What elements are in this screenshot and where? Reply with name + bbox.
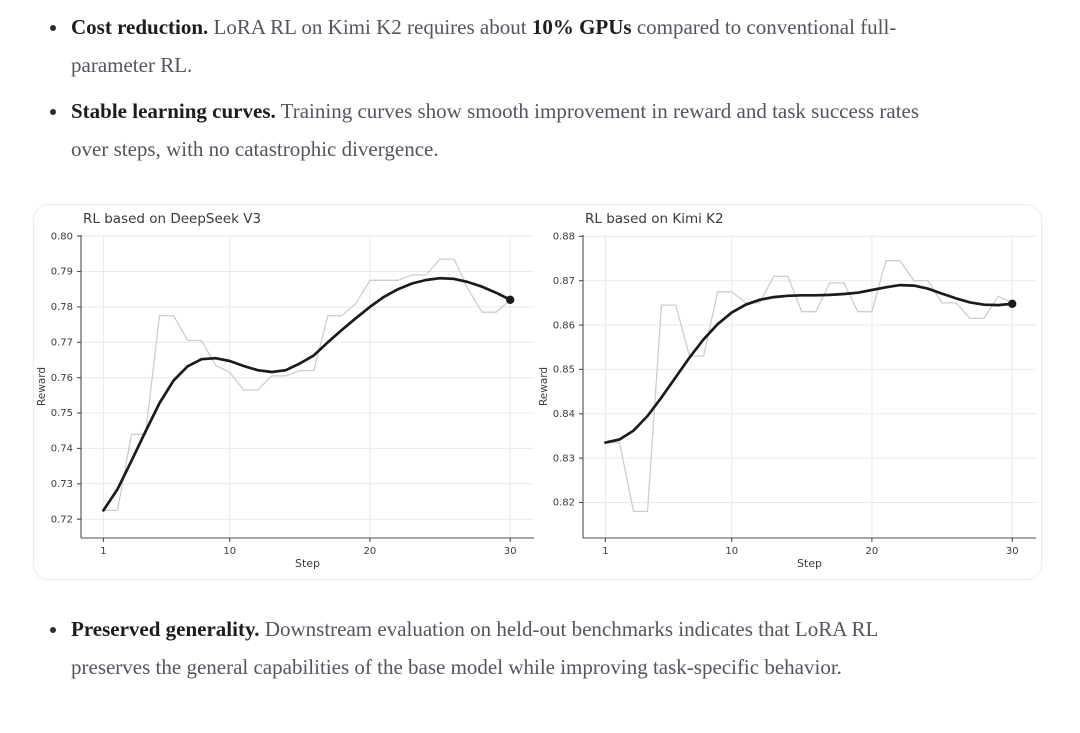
bullet-text: Stable learning curves. Training curves … — [71, 99, 920, 161]
y-axis-label: Reward — [36, 367, 48, 406]
x-axis-label: Step — [295, 557, 320, 570]
y-tick-label: 0.79 — [51, 267, 73, 278]
smoothed-reward-line — [102, 276, 512, 512]
bullet-text: Preserved generality. Downstream evaluat… — [71, 617, 878, 679]
y-tick-label: 0.84 — [553, 409, 575, 420]
raw-reward-line — [604, 260, 1013, 513]
chart-title: RL based on DeepSeek V3 — [83, 211, 261, 227]
y-tick-label: 0.72 — [51, 514, 73, 525]
y-tick-label: 0.75 — [51, 408, 73, 419]
y-tick-label: 0.83 — [553, 453, 575, 464]
x-axis-label: Step — [797, 557, 822, 570]
y-tick-label: 0.82 — [553, 498, 575, 509]
axes — [77, 235, 534, 542]
x-tick-label: 10 — [223, 546, 236, 557]
y-tick-label: 0.85 — [553, 365, 575, 376]
chart-canvas: 0.82 0.83 0.84 0.85 0.86 0.87 0.88 1 10 20 30 RL ba… — [538, 211, 1036, 570]
gridlines — [583, 235, 1036, 538]
chart-rl-kimi-k2: 0.82 0.83 0.84 0.85 0.86 0.87 0.88 1 10 20 30 RL ba… — [536, 206, 1038, 576]
bullet-list-bottom: Preserved generality. Downstream evaluat… — [49, 610, 1040, 686]
y-tick-label: 0.77 — [51, 338, 73, 349]
end-point-marker — [506, 295, 515, 304]
bullet-dot — [50, 109, 56, 115]
y-tick-label: 0.88 — [553, 232, 575, 243]
x-tick-label: 1 — [100, 546, 106, 557]
y-tick-label: 0.76 — [51, 373, 73, 384]
y-tick-label: 0.74 — [51, 444, 73, 455]
tick-labels: 0.72 0.73 0.74 0.75 0.76 0.77 0.78 0.79 0.80 1 10 2… — [51, 231, 517, 557]
x-tick-label: 30 — [1006, 546, 1019, 557]
raw-reward-line — [102, 258, 511, 512]
chart-rl-deepseek-v3: 0.72 0.73 0.74 0.75 0.76 0.77 0.78 0.79 0.80 1 10 2… — [34, 206, 536, 576]
bullet-item-cost-reduction: Cost reduction. LoRA RL on Kimi K2 requi… — [49, 8, 956, 84]
chart-title: RL based on Kimi K2 — [585, 211, 724, 227]
y-tick-label: 0.80 — [51, 231, 73, 242]
x-tick-label: 1 — [602, 546, 608, 557]
bullet-dot — [50, 627, 56, 633]
x-tick-label: 20 — [364, 546, 377, 557]
x-tick-label: 30 — [504, 546, 517, 557]
smoothed-reward-line — [604, 283, 1014, 444]
bullet-dot — [50, 25, 56, 31]
y-tick-label: 0.86 — [553, 320, 575, 331]
bullet-item-preserved-generality: Preserved generality. Downstream evaluat… — [49, 610, 956, 686]
end-point-marker — [1008, 299, 1017, 308]
chart-canvas: 0.72 0.73 0.74 0.75 0.76 0.77 0.78 0.79 0.80 1 10 2… — [36, 211, 534, 570]
y-tick-label: 0.78 — [51, 302, 73, 313]
article-content: Cost reduction. LoRA RL on Kimi K2 requi… — [33, 8, 1042, 686]
tick-labels: 0.82 0.83 0.84 0.85 0.86 0.87 0.88 1 10 20 30 — [553, 232, 1019, 558]
bullet-list-top: Cost reduction. LoRA RL on Kimi K2 requi… — [49, 8, 1040, 168]
bullet-item-stable-learning-curves: Stable learning curves. Training curves … — [49, 92, 956, 168]
x-tick-label: 10 — [725, 546, 738, 557]
bullet-text: Cost reduction. LoRA RL on Kimi K2 requi… — [71, 15, 897, 77]
y-axis-label: Reward — [538, 367, 550, 406]
y-tick-label: 0.87 — [553, 276, 575, 287]
charts-card: 0.72 0.73 0.74 0.75 0.76 0.77 0.78 0.79 0.80 1 10 2… — [33, 204, 1042, 580]
axes — [579, 235, 1036, 542]
x-tick-label: 20 — [866, 546, 879, 557]
y-tick-label: 0.73 — [51, 479, 73, 490]
